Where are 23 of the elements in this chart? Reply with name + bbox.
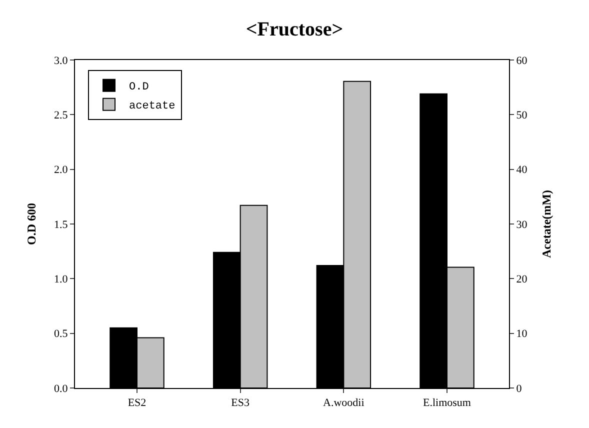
x-tick-label: ES2 [128,397,146,410]
y2-tick-label: 60 [516,54,528,67]
y-tick-label: 0.0 [54,382,68,395]
y-tick-label: 2.0 [54,164,68,176]
y2-tick-label: 10 [516,328,528,340]
y2-tick-label: 30 [516,218,528,231]
y-axis-title: O.D 600 [24,203,38,245]
legend-label: acetate [129,100,176,113]
y2-tick-label: 50 [516,110,528,122]
y-tick-label: 1.0 [54,274,68,286]
y-tick-label: 0.5 [54,328,68,340]
y2-axis-title: Acetate(mM) [540,190,554,258]
y-tick-label: 1.5 [54,218,68,231]
y2-tick-label: 40 [516,164,528,176]
chart-title: <Fructose> [246,18,344,40]
y2-tick-label: 0 [516,382,522,395]
x-tick-label: E.limosum [423,397,472,410]
x-tick-label: ES3 [231,397,250,410]
y-tick-label: 2.5 [54,110,68,122]
y2-tick-label: 20 [516,274,528,286]
x-tick-label: A.woodii [323,397,364,410]
y-tick-label: 3.0 [54,54,68,67]
legend-label: O.D [129,82,150,94]
